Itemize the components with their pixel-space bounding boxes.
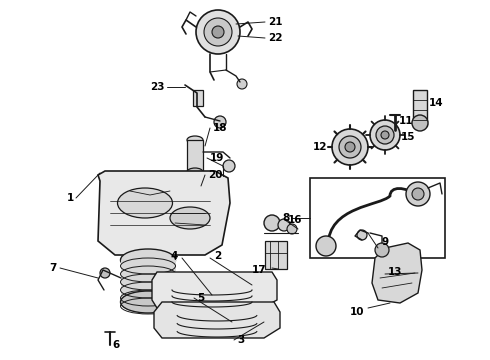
Text: 16: 16 [288, 215, 302, 225]
Text: 14: 14 [429, 98, 443, 108]
Circle shape [214, 116, 226, 128]
Circle shape [332, 129, 368, 165]
Text: 22: 22 [268, 33, 283, 43]
Circle shape [204, 18, 232, 46]
Polygon shape [98, 171, 230, 255]
Text: 7: 7 [49, 263, 57, 273]
Circle shape [406, 182, 430, 206]
Ellipse shape [187, 168, 203, 176]
Ellipse shape [170, 207, 210, 229]
Ellipse shape [121, 291, 175, 313]
Text: 13: 13 [388, 267, 402, 277]
Polygon shape [154, 302, 280, 338]
Circle shape [287, 224, 297, 234]
Text: 18: 18 [213, 123, 227, 133]
Text: 19: 19 [210, 153, 224, 163]
Text: 10: 10 [349, 307, 364, 317]
Text: 6: 6 [112, 340, 119, 350]
Polygon shape [152, 272, 277, 308]
Ellipse shape [118, 188, 172, 218]
Bar [193, 90, 203, 106]
Circle shape [375, 243, 389, 257]
Ellipse shape [187, 136, 203, 144]
Circle shape [376, 126, 394, 144]
Bar [310, 178, 445, 258]
Circle shape [237, 79, 247, 89]
Polygon shape [372, 243, 422, 303]
Bar [121, 260, 176, 302]
Text: 5: 5 [197, 293, 204, 303]
Circle shape [381, 131, 389, 139]
Text: 23: 23 [150, 82, 165, 92]
Circle shape [412, 115, 428, 131]
Text: 21: 21 [268, 17, 283, 27]
Text: 20: 20 [208, 170, 222, 180]
Text: 12: 12 [313, 142, 327, 152]
Circle shape [370, 120, 400, 150]
Circle shape [223, 160, 235, 172]
Circle shape [316, 236, 336, 256]
Circle shape [196, 10, 240, 54]
Text: 2: 2 [214, 251, 221, 261]
Circle shape [339, 136, 361, 158]
Text: 8: 8 [283, 213, 290, 223]
Bar [265, 241, 287, 269]
Circle shape [264, 215, 280, 231]
Text: 1: 1 [67, 193, 74, 203]
Circle shape [100, 268, 110, 278]
Text: 17: 17 [251, 265, 266, 275]
Bar [413, 90, 427, 126]
Text: 15: 15 [401, 132, 416, 142]
Text: 3: 3 [237, 335, 244, 345]
Circle shape [192, 181, 202, 191]
Circle shape [412, 188, 424, 200]
Circle shape [212, 26, 224, 38]
Circle shape [357, 230, 367, 240]
Circle shape [345, 142, 355, 152]
Text: 9: 9 [382, 237, 389, 247]
Ellipse shape [121, 249, 175, 271]
Circle shape [278, 219, 290, 231]
Text: 4: 4 [171, 251, 178, 261]
Text: 11: 11 [399, 116, 414, 126]
Bar [187, 140, 203, 172]
